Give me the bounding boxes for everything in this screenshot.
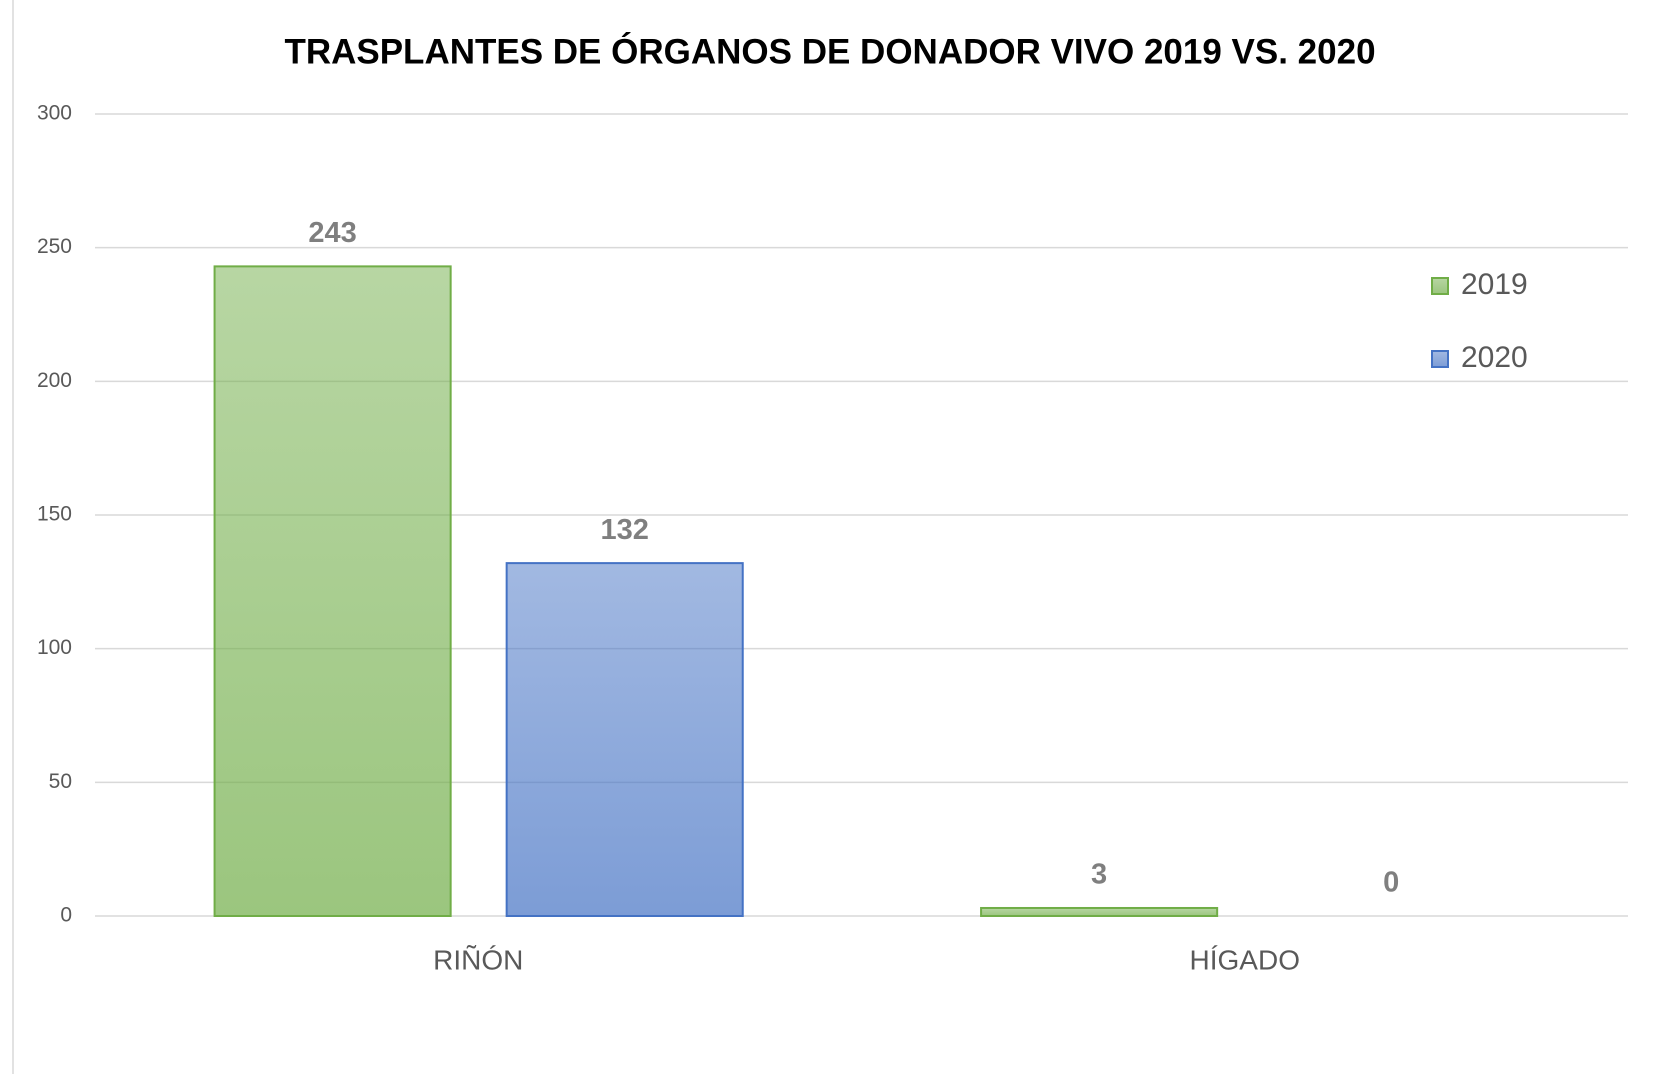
- bar: [505, 562, 744, 917]
- y-tick-label: 150: [37, 503, 72, 526]
- data-label: 0: [1383, 867, 1399, 899]
- y-tick-label: 200: [37, 369, 72, 392]
- x-tick-label: HÍGADO: [1190, 944, 1300, 975]
- data-label: 132: [601, 514, 649, 546]
- legend-label: 2020: [1461, 341, 1528, 374]
- legend-swatch: [1431, 350, 1449, 368]
- y-tick-label: 250: [37, 235, 72, 258]
- data-label: 243: [308, 217, 356, 249]
- legend-swatch: [1431, 277, 1449, 295]
- legend-label: 2019: [1461, 268, 1528, 301]
- y-tick-label: 100: [37, 636, 72, 659]
- y-tick-label: 50: [49, 770, 72, 793]
- bar: [980, 906, 1219, 917]
- chart-title: TRASPLANTES DE ÓRGANOS DE DONADOR VIVO 2…: [284, 31, 1375, 71]
- data-label: 3: [1091, 859, 1107, 891]
- bar: [213, 265, 452, 917]
- x-tick-label: RIÑÓN: [433, 944, 523, 975]
- y-tick-label: 0: [60, 904, 72, 927]
- y-tick-label: 300: [37, 102, 72, 125]
